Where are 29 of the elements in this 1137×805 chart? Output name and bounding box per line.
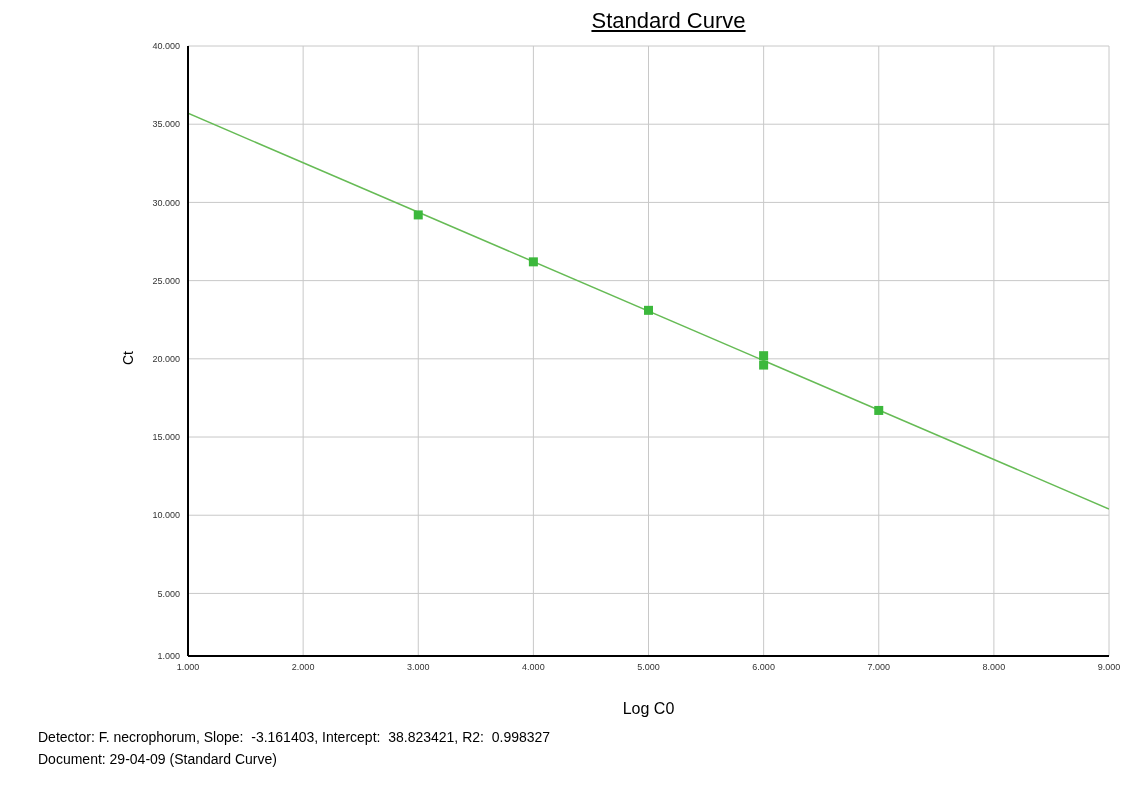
text: Detector: F. necrophorum, Slope: -3.161403, Intercept: 38.823421, R2: 0.998327	[38, 728, 552, 747]
point	[644, 305, 653, 315]
point	[759, 351, 769, 361]
x-tick-label: 2.000	[291, 662, 315, 673]
y-tick-label: 20.000	[152, 354, 180, 365]
x-tick-label: 5.000	[637, 662, 660, 673]
x-tick-label: 7.000	[867, 662, 891, 673]
y-axis-title: Ct	[119, 350, 136, 365]
y-tick-label: 1.000	[157, 651, 180, 662]
x-tick-label: 6.000	[752, 662, 775, 673]
x-axis-title: Log C0	[622, 700, 675, 717]
point	[874, 405, 884, 415]
y-tick-label: 5.000	[157, 588, 180, 599]
x-tick-label: 3.000	[406, 662, 430, 673]
x-tick-label: 1.000	[176, 662, 200, 673]
y-tick-label: 15.000	[152, 432, 180, 443]
point	[528, 257, 538, 267]
y-tick-label: 10.000	[152, 510, 180, 521]
y-tick-label: 25.000	[152, 275, 180, 286]
point	[759, 360, 769, 370]
y-tick-label: 40.000	[152, 41, 180, 52]
x-tick-label: 9.000	[1097, 662, 1121, 673]
y-tick-label: 30.000	[152, 197, 180, 208]
y-tick-label: 35.000	[152, 119, 180, 130]
x-tick-label: 8.000	[982, 662, 1006, 673]
text: Document: 29-04-09 (Standard Curve)	[38, 750, 278, 769]
x-tick-label: 4.000	[522, 662, 545, 673]
point	[413, 210, 423, 220]
chart-title: Standard Curve	[590, 8, 747, 34]
